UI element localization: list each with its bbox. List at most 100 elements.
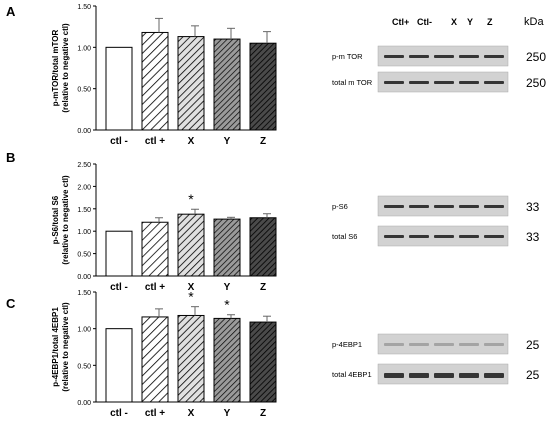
blot-band [384,81,404,84]
y-tick-label: 0.50 [77,363,91,370]
blot-band [484,235,504,238]
blot-band [459,343,479,346]
bar-y [213,38,241,131]
y-tick-label: 0.00 [77,400,91,407]
blot-band [409,343,429,346]
category-label: ctl + [145,408,165,419]
kda-header: kDa [524,16,544,28]
lane-label: X [451,17,457,27]
chart-panel-b: 0.00 0.50 1.00 1.50 2.00 2.50 p-S6/total S6(re… [51,162,277,293]
blot-band [484,81,504,84]
bar-z [249,42,277,131]
y-tick-label: 0.50 [77,87,91,94]
category-label: ctl - [110,136,128,147]
bar-ctlminus [105,328,133,403]
blot-band [434,81,454,84]
blot-strip [377,333,509,355]
bar-y [213,317,241,403]
blot-band [384,205,404,208]
blot-band [484,55,504,58]
chart-panel-a: 0.00 0.50 1.00 1.50 p-mTOR/total mTOR(relati… [51,4,277,147]
blot-band [459,81,479,84]
y-axis-label: p-mTOR/total mTOR(relative to negative c… [51,23,70,113]
bar-x [177,314,205,403]
blot-kda-value: 33 [526,230,540,244]
category-label: X [188,136,195,147]
blot-band [384,343,404,346]
chart-panel-c: 0.00 0.50 1.00 1.50 p-4EBP1/total 4EBP1(rela… [51,289,277,419]
blot-kda-value: 25 [526,368,540,382]
bar-x [177,36,205,131]
panel-letter-a: A [6,4,16,19]
blot-band [409,55,429,58]
y-tick-label: 2.00 [77,184,91,191]
blot-band [459,373,479,378]
category-label: Z [260,136,266,147]
blot-band [459,205,479,208]
y-tick-label: 1.00 [77,229,91,236]
y-axis-label: p-S6/total S6(relative to negative ctl) [51,175,70,265]
blot-band [409,373,429,378]
significance-marker: * [224,297,230,313]
y-tick-label: 1.00 [77,327,91,334]
significance-marker: * [188,191,194,207]
blot-band [484,205,504,208]
category-label: Z [260,282,266,293]
charts-layer: 0.00 0.50 1.00 1.50 p-mTOR/total mTOR(relati… [51,4,277,419]
blot-row: total m TOR 250 [332,71,546,93]
blot-band [409,81,429,84]
blot-row: total 4EBP1 25 [332,363,540,385]
y-tick-label: 0.00 [77,274,91,281]
blot-band [434,235,454,238]
blot-row: total S6 33 [332,225,540,247]
blot-row-label: total 4EBP1 [332,370,372,379]
bar-y [213,218,241,277]
blot-row: p-S6 33 [332,195,540,217]
blot-kda-value: 250 [526,76,546,90]
bar-ctlplus [141,221,169,277]
blot-row: p-m TOR 250 [332,45,546,67]
y-tick-label: 1.00 [77,45,91,52]
blot-band [484,373,504,378]
panel-letter-c: C [6,296,16,311]
bar-ctlplus [141,31,169,131]
blot-row-label: total S6 [332,232,357,241]
category-label: Y [224,408,231,419]
blot-band [434,205,454,208]
bar-z [249,321,277,403]
category-label: Z [260,408,266,419]
y-tick-label: 2.50 [77,162,91,169]
lane-label: Ctl- [417,17,432,27]
panel-letter-b: B [6,150,15,165]
bar-x [177,213,205,277]
category-label: X [188,282,195,293]
category-label: ctl - [110,282,128,293]
blot-kda-value: 250 [526,50,546,64]
blot-band [409,205,429,208]
y-tick-label: 0.50 [77,252,91,259]
blot-kda-value: 33 [526,200,540,214]
category-label: ctl - [110,408,128,419]
blot-band [384,235,404,238]
category-label: Y [224,282,231,293]
significance-marker: * [188,289,194,305]
bar-ctlminus [105,46,133,131]
category-label: ctl + [145,136,165,147]
bar-ctlplus [141,316,169,403]
blot-row-label: p-S6 [332,202,348,211]
blot-band [384,373,404,378]
blot-band [409,235,429,238]
category-label: ctl + [145,282,165,293]
blot-band [459,55,479,58]
y-tick-label: 1.50 [77,207,91,214]
blot-band [434,343,454,346]
blot-row-label: p-m TOR [332,52,363,61]
category-label: Y [224,136,231,147]
blot-row-label: p-4EBP1 [332,340,362,349]
category-label: X [188,408,195,419]
y-tick-label: 0.00 [77,128,91,135]
blot-band [459,235,479,238]
blot-band [434,55,454,58]
